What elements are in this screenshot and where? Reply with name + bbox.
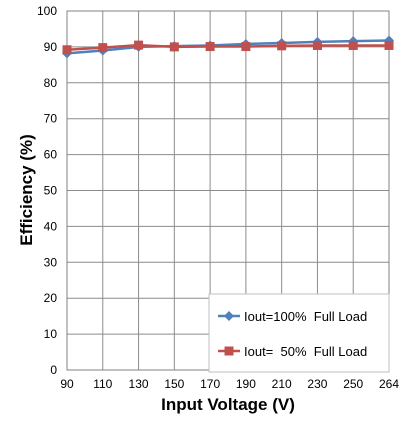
x-tick-label: 190 xyxy=(236,377,256,391)
x-tick-label: 110 xyxy=(93,377,112,391)
data-point-square xyxy=(241,42,251,52)
y-tick-label: 20 xyxy=(44,291,58,305)
x-tick-label: 90 xyxy=(60,377,74,391)
x-tick-label: 150 xyxy=(164,377,184,391)
data-point-square xyxy=(169,42,179,52)
data-point-square xyxy=(134,40,144,50)
y-tick-label: 90 xyxy=(44,40,58,54)
legend-marker-square-icon xyxy=(224,346,234,356)
y-tick-label: 80 xyxy=(44,76,58,90)
series-layer xyxy=(62,35,394,59)
data-point-square xyxy=(277,41,287,51)
series-line xyxy=(66,39,390,55)
x-tick-label: 250 xyxy=(343,377,363,391)
x-tick-label: 130 xyxy=(129,377,149,391)
x-axis-title: Input Voltage (V) xyxy=(161,395,295,414)
legend-item-full-load-100: Iout=100% Full Load xyxy=(218,309,367,324)
legend-label: Iout=100% Full Load xyxy=(244,309,367,324)
series-full-load-50 xyxy=(62,40,394,55)
y-tick-label: 70 xyxy=(44,112,58,126)
y-tick-label: 0 xyxy=(50,363,57,377)
legend-marker-diamond-icon xyxy=(224,311,234,321)
legend-item-full-load-50: Iout= 50% Full Load xyxy=(218,344,367,359)
data-point-square xyxy=(98,43,108,53)
y-tick-label: 60 xyxy=(44,148,58,162)
y-tick-label: 10 xyxy=(44,327,58,341)
y-tick-label: 50 xyxy=(44,184,58,198)
y-axis-title: Efficiency (%) xyxy=(17,134,36,245)
legend-box xyxy=(208,293,390,373)
y-tick-label: 40 xyxy=(44,219,58,233)
data-point-square xyxy=(384,40,394,50)
series-line xyxy=(66,43,389,52)
data-point-square xyxy=(205,42,215,52)
legend: Iout=100% Full Load Iout= 50% Full Load xyxy=(208,293,390,373)
data-point-square xyxy=(62,45,72,55)
data-point-square xyxy=(312,40,322,50)
y-axis-ticks: 0 10 20 30 40 50 60 70 80 90 100 xyxy=(37,4,57,377)
x-tick-label: 210 xyxy=(272,377,292,391)
y-tick-label: 100 xyxy=(37,4,57,18)
x-tick-label: 264 xyxy=(379,377,399,391)
data-point-square xyxy=(348,40,358,50)
x-tick-label: 230 xyxy=(307,377,327,391)
legend-label: Iout= 50% Full Load xyxy=(244,344,367,359)
x-tick-label: 170 xyxy=(200,377,220,391)
x-axis-ticks: 90 110 130 150 170 190 210 230 250 264 xyxy=(60,377,399,391)
y-tick-label: 30 xyxy=(44,255,58,269)
